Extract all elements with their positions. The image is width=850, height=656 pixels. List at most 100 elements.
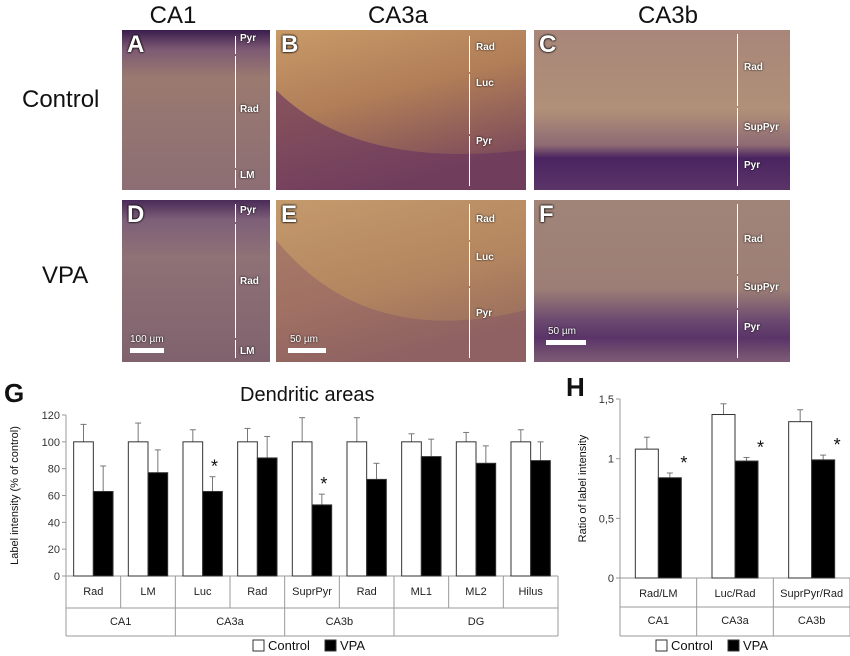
y-tick-label: 40 bbox=[48, 517, 60, 529]
bar-vpa bbox=[92, 490, 114, 577]
layer-label: Rad bbox=[476, 214, 495, 225]
micrograph-panel-e: E Rad Luc Pyr 50 µm bbox=[276, 200, 526, 362]
x-group-label: CA3b bbox=[798, 615, 826, 627]
layer-label: Luc bbox=[476, 78, 494, 89]
layer-label: Pyr bbox=[240, 33, 257, 44]
x-group-label: CA1 bbox=[110, 616, 131, 628]
y-tick-label: 0 bbox=[54, 571, 60, 583]
bar-vpa bbox=[530, 460, 551, 577]
legend-swatch-vpa bbox=[727, 639, 740, 652]
panel-label-a: A bbox=[127, 31, 145, 58]
layer-label: LM bbox=[240, 346, 255, 357]
micrograph-b-image bbox=[276, 30, 526, 190]
layer-label: Rad bbox=[476, 42, 495, 53]
bar-vpa bbox=[366, 478, 387, 577]
x-group-label: CA1 bbox=[648, 615, 669, 627]
column-title-ca3b: CA3b bbox=[637, 2, 699, 29]
bar-control bbox=[127, 441, 149, 577]
y-axis-label: Label intensity (% of control) bbox=[9, 426, 21, 565]
x-tick-label: Rad bbox=[247, 586, 267, 598]
layer-label: Pyr bbox=[744, 160, 761, 171]
layer-label: Rad bbox=[240, 276, 259, 287]
legend-swatch-control bbox=[655, 639, 668, 652]
legend-label-control: Control bbox=[268, 638, 310, 653]
significance-mark: * bbox=[320, 474, 327, 494]
significance-mark: * bbox=[211, 457, 218, 477]
panel-label-b: B bbox=[281, 31, 299, 58]
layer-label: Pyr bbox=[476, 136, 493, 147]
micrograph-panel-c: C Rad SupPyr Pyr bbox=[534, 30, 790, 190]
layer-label: SupPyr bbox=[744, 122, 780, 133]
layer-label: Rad bbox=[744, 62, 763, 73]
column-title-ca3a: CA3a bbox=[367, 2, 429, 29]
legend-label-vpa: VPA bbox=[340, 638, 365, 653]
x-tick-label: SuprPyr bbox=[292, 586, 332, 598]
y-tick-label: 100 bbox=[42, 437, 60, 449]
x-tick-label: ML2 bbox=[465, 586, 486, 598]
scale-bar-label: 50 µm bbox=[548, 326, 576, 337]
bar-vpa bbox=[657, 477, 682, 579]
micrograph-panel-b: B Rad Luc Pyr bbox=[276, 30, 526, 190]
bar-control bbox=[455, 441, 477, 577]
bar-vpa bbox=[420, 456, 442, 577]
y-tick-label: 60 bbox=[48, 491, 60, 503]
x-group-label: CA3a bbox=[216, 616, 244, 628]
bar-control bbox=[182, 441, 204, 577]
bar-control bbox=[291, 441, 313, 577]
micrograph-panel-f: F Rad SupPyr Pyr 50 µm bbox=[534, 200, 790, 362]
bar-vpa bbox=[256, 457, 278, 577]
y-tick-label: 1,5 bbox=[599, 394, 614, 406]
panel-label-f: F bbox=[539, 201, 554, 228]
y-tick-label: 1 bbox=[608, 454, 614, 466]
layer-label: SupPyr bbox=[744, 282, 780, 293]
y-axis-label: Ratio of label intensity bbox=[577, 434, 589, 542]
layer-label: Rad bbox=[240, 104, 259, 115]
y-tick-label: 0,5 bbox=[599, 513, 614, 525]
chart-g: 0 20 40 60 80 100 120 Label intensity (% of con… bbox=[9, 410, 559, 653]
x-tick-label: Rad/LM bbox=[639, 588, 678, 600]
panel-label-h: H bbox=[566, 372, 585, 402]
x-tick-label: ML1 bbox=[411, 586, 432, 598]
legend-swatch-vpa bbox=[324, 639, 337, 652]
legend-swatch-control bbox=[252, 639, 265, 652]
micrograph-f-image bbox=[534, 200, 790, 362]
layer-label: Rad bbox=[744, 234, 763, 245]
bar-control bbox=[634, 448, 659, 579]
layer-label: Pyr bbox=[476, 308, 493, 319]
bar-control bbox=[73, 441, 94, 577]
bar-control bbox=[401, 441, 422, 577]
bar-vpa bbox=[811, 459, 836, 579]
micrograph-panel-a: A Pyr Rad LM bbox=[122, 30, 270, 190]
bar-control bbox=[711, 414, 736, 579]
legend-label-control: Control bbox=[671, 638, 713, 653]
y-tick-label: 120 bbox=[42, 410, 60, 422]
micrograph-d-image bbox=[122, 200, 270, 362]
bar-control bbox=[510, 441, 532, 577]
x-tick-label: Rad bbox=[357, 586, 377, 598]
x-tick-label: SuprPyr/Rad bbox=[780, 588, 843, 600]
y-tick-label: 80 bbox=[48, 464, 60, 476]
micrograph-a-image bbox=[122, 30, 270, 190]
panel-label-c: C bbox=[539, 31, 557, 58]
scale-bar bbox=[546, 340, 586, 345]
layer-label: Pyr bbox=[240, 205, 257, 216]
x-group-label: CA3a bbox=[721, 615, 749, 627]
scale-bar bbox=[130, 348, 164, 353]
bar-control bbox=[346, 441, 368, 577]
chart-h: 0 0,5 1 1,5 Ratio of label intensity CA1 CA3a C… bbox=[577, 394, 850, 653]
bar-control bbox=[237, 441, 258, 577]
layer-label: LM bbox=[240, 170, 255, 181]
bar-control bbox=[788, 421, 813, 579]
scale-bar-label: 50 µm bbox=[290, 334, 318, 345]
column-title-ca1: CA1 bbox=[149, 2, 197, 29]
x-tick-label: Hilus bbox=[518, 586, 543, 598]
chart-g-title: Dendritic areas bbox=[240, 384, 375, 406]
significance-mark: * bbox=[680, 453, 687, 473]
x-tick-label: Luc/Rad bbox=[715, 588, 756, 600]
panel-label-d: D bbox=[127, 201, 145, 228]
x-group-label: DG bbox=[468, 616, 485, 628]
legend-label-vpa: VPA bbox=[743, 638, 768, 653]
bar-vpa bbox=[147, 472, 169, 577]
micrograph-c-image bbox=[534, 30, 790, 190]
bar-vpa bbox=[734, 460, 759, 579]
